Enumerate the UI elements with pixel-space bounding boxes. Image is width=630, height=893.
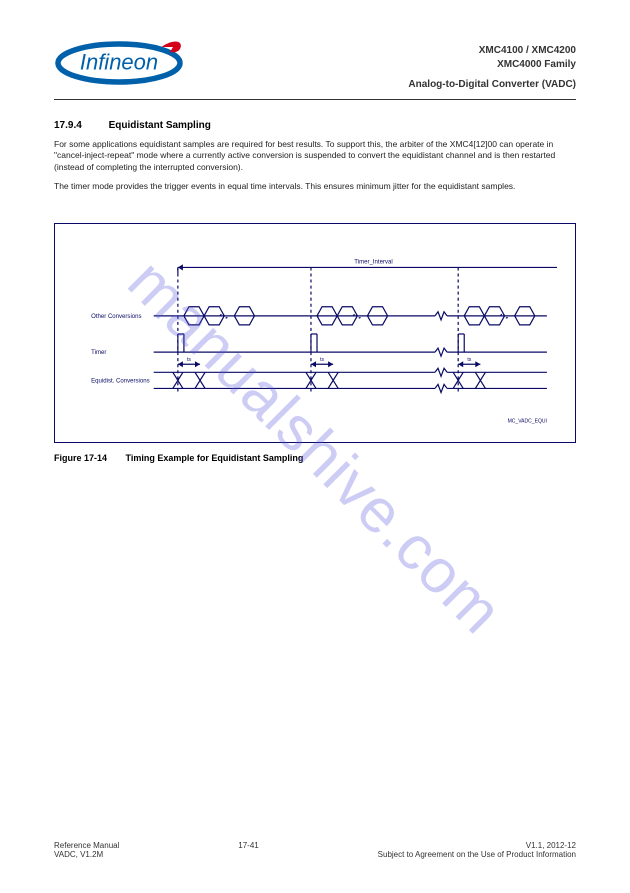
- page-header: Infineon XMC4100 / XMC4200 XMC4000 Famil…: [54, 38, 576, 100]
- svg-text:Equidist. Conversions: Equidist. Conversions: [91, 378, 149, 384]
- timing-diagram-frame: Other Conversions Timer Equidist. Conversi…: [54, 223, 576, 443]
- section-title: Equidistant Sampling: [109, 120, 211, 131]
- svg-text:MC_VADC_EQUI: MC_VADC_EQUI: [508, 419, 547, 425]
- figure-caption: Figure 17-14 Timing Example for Equidist…: [54, 453, 576, 463]
- svg-text:ts: ts: [187, 357, 191, 363]
- paragraph-2: The timer mode provides the trigger even…: [54, 181, 576, 192]
- svg-text:ts: ts: [320, 357, 324, 363]
- figure-number: Figure 17-14: [54, 453, 107, 463]
- svg-text:Timer: Timer: [91, 350, 106, 356]
- svg-text:Infineon: Infineon: [80, 50, 158, 75]
- header-product-info: XMC4100 / XMC4200 XMC4000 Family Analog-…: [408, 38, 576, 92]
- product-name: XMC4100 / XMC4200: [408, 44, 576, 58]
- page: Infineon XMC4100 / XMC4200 XMC4000 Famil…: [0, 0, 630, 893]
- section-number: 17.9.4: [54, 120, 82, 131]
- section-heading: 17.9.4 Equidistant Sampling: [54, 120, 576, 131]
- product-family: XMC4000 Family: [408, 58, 576, 72]
- svg-text:Timer_Interval: Timer_Interval: [354, 259, 392, 265]
- svg-text:ts: ts: [467, 357, 471, 363]
- logo-svg: Infineon: [54, 38, 184, 88]
- infineon-logo: Infineon: [54, 38, 184, 93]
- footer-center: 17-41: [238, 841, 258, 859]
- footer-left: Reference Manual VADC, V1.2M: [54, 841, 119, 859]
- figure-title: Timing Example for Equidistant Sampling: [126, 453, 304, 463]
- footer-right: V1.1, 2012-12 Subject to Agreement on th…: [378, 841, 576, 859]
- paragraph-1: For some applications equidistant sample…: [54, 139, 576, 173]
- svg-text:Other Conversions: Other Conversions: [91, 314, 141, 320]
- chapter-title: Analog-to-Digital Converter (VADC): [408, 78, 576, 92]
- timing-diagram-svg: Other Conversions Timer Equidist. Conversi…: [73, 242, 557, 430]
- page-footer: Reference Manual VADC, V1.2M 17-41 V1.1,…: [54, 841, 576, 859]
